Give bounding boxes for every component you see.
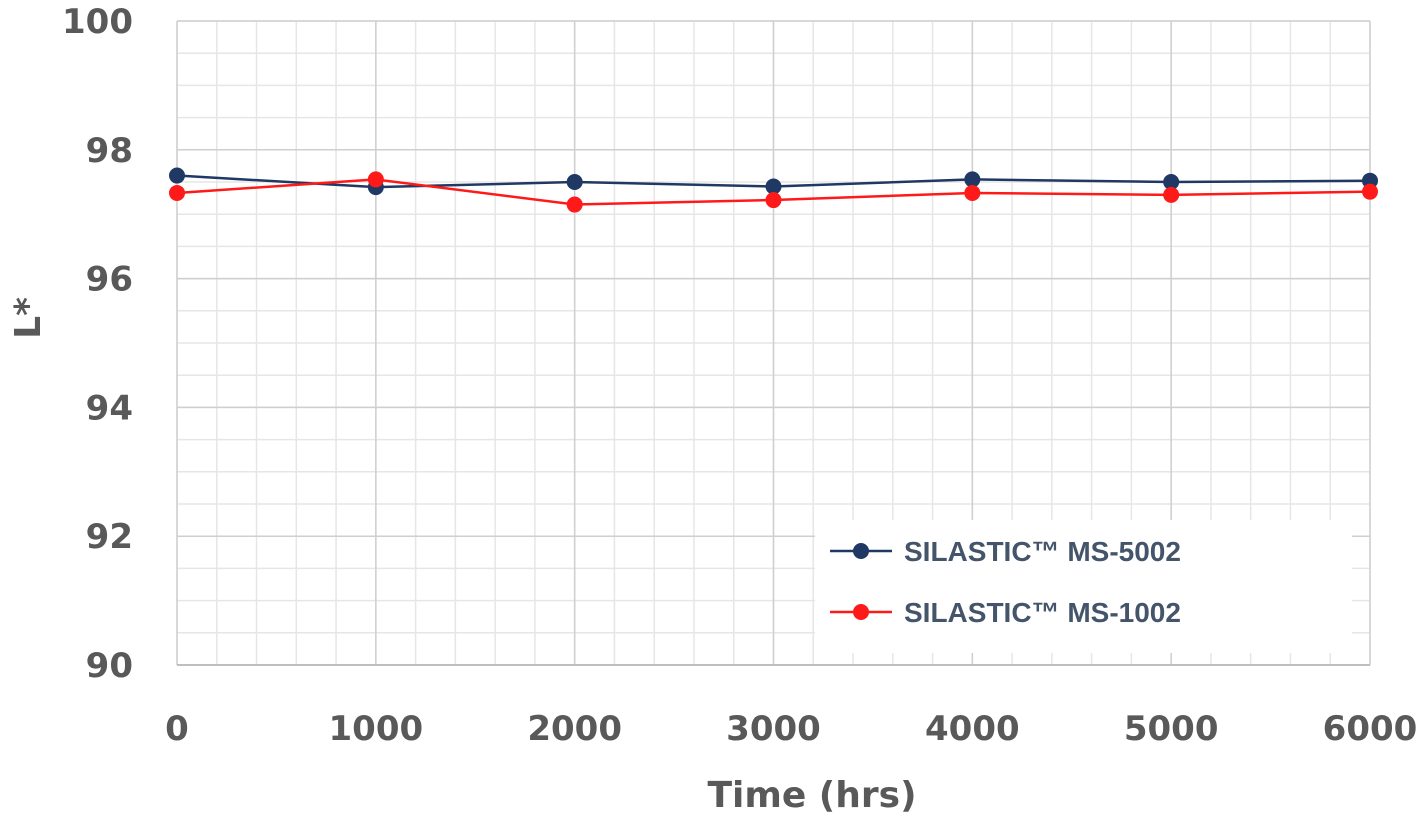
data-point [765,192,782,209]
y-tick-label: 98 [86,131,133,171]
x-tick-label: 4000 [925,709,1020,749]
legend-marker [853,604,869,620]
data-point [1163,186,1180,203]
x-tick-label: 6000 [1323,709,1418,749]
series-layer [169,167,1378,213]
y-tick-labels: 90 92 94 96 98 100 [62,2,133,686]
data-point [964,184,981,201]
x-tick-labels: 0 1000 2000 3000 4000 5000 6000 [165,709,1417,749]
data-point [1362,172,1378,189]
series-2 [169,171,1378,213]
x-tick-label: 1000 [329,709,424,749]
y-tick-label: 92 [86,517,133,557]
data-point [367,171,384,188]
y-tick-label: 100 [62,2,133,42]
legend-item: SILASTIC™ MS-5002 [830,536,1181,567]
x-axis-title: Time (hrs) [707,775,916,816]
legend-item: SILASTIC™ MS-1002 [830,597,1181,628]
legend: SILASTIC™ MS-5002 SILASTIC™ MS-1002 [815,520,1352,653]
legend-marker [853,543,869,559]
data-point [566,196,583,213]
x-tick-label: 3000 [726,709,821,749]
data-point [1362,183,1378,200]
legend-label: SILASTIC™ MS-1002 [904,597,1181,628]
legend-label: SILASTIC™ MS-5002 [904,536,1181,567]
legend-items: SILASTIC™ MS-5002 SILASTIC™ MS-1002 [830,536,1181,628]
data-point [765,178,782,195]
x-tick-label: 2000 [527,709,622,749]
x-tick-label: 0 [165,709,189,749]
data-point [964,171,981,188]
data-point [169,167,185,184]
y-axis-title: L* [8,297,49,339]
data-point [1163,174,1180,190]
data-point [566,174,583,190]
y-tick-label: 90 [86,646,133,686]
legend-box [815,520,1352,653]
data-point [169,184,185,201]
x-tick-label: 5000 [1124,709,1219,749]
y-tick-label: 94 [86,388,133,428]
y-tick-label: 96 [86,260,133,300]
